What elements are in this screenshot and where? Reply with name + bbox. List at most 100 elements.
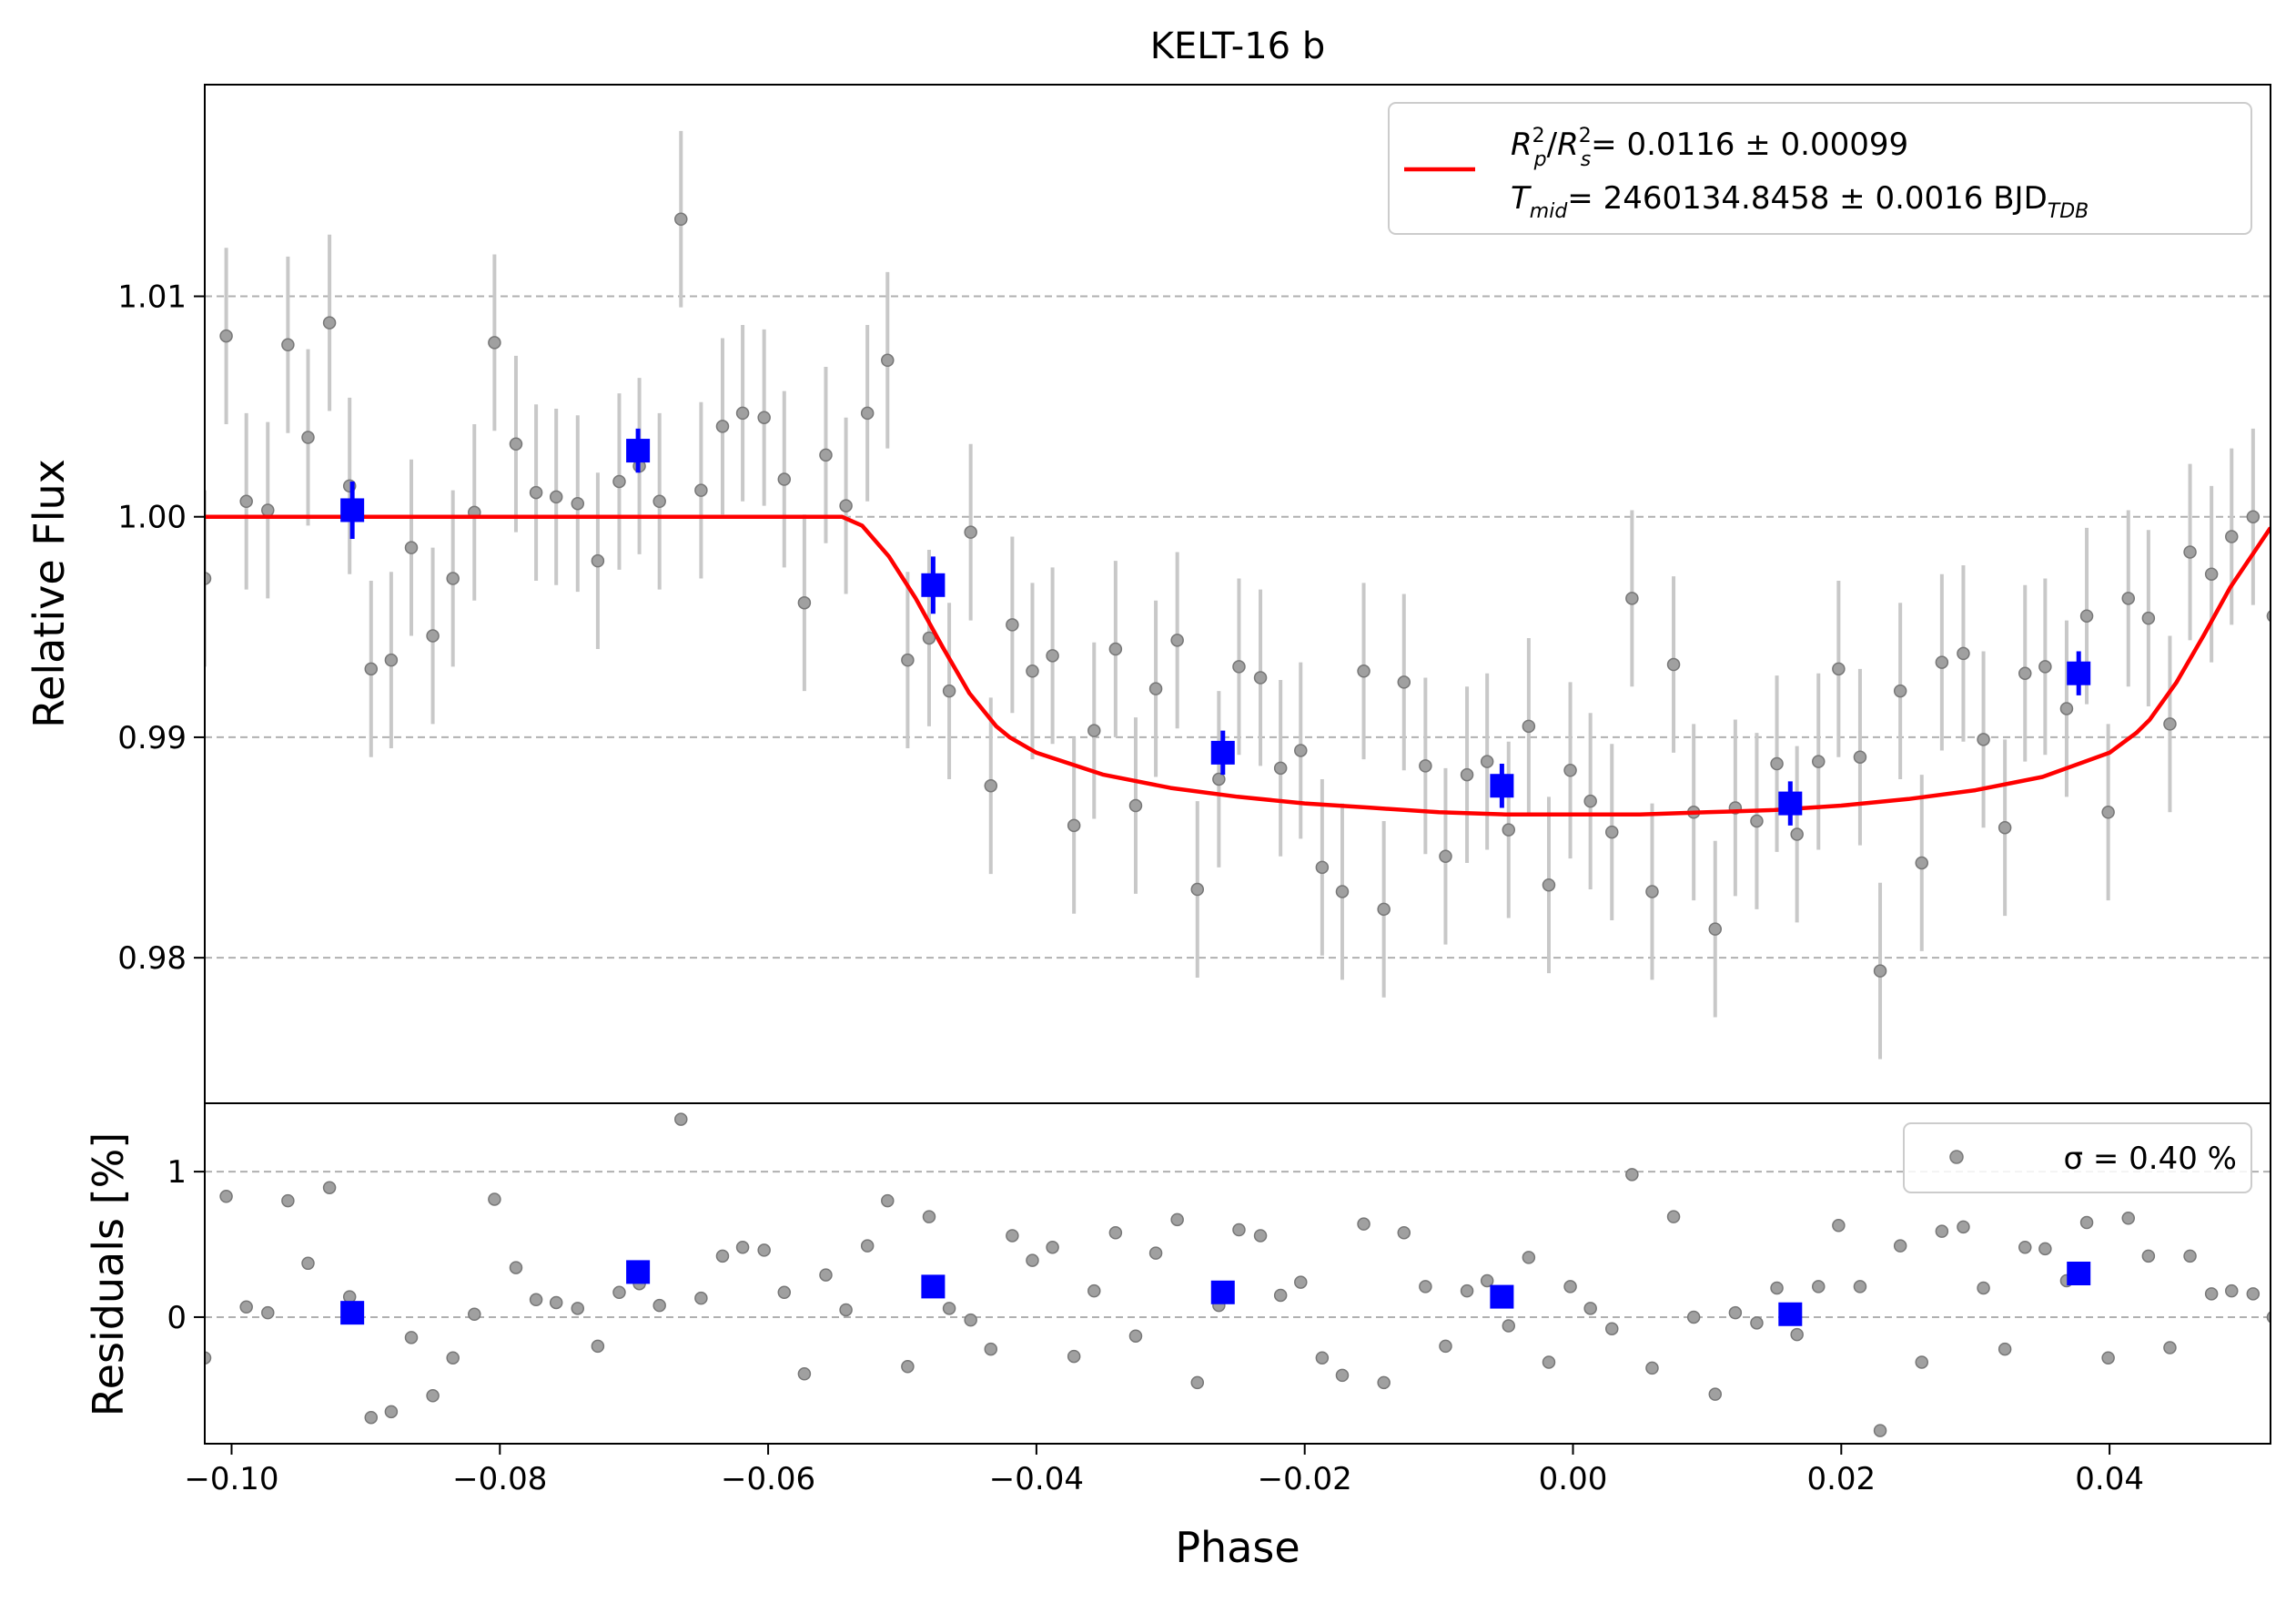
residual-point bbox=[1294, 1275, 1308, 1289]
residual-binned-points bbox=[340, 1260, 2091, 1326]
raw-point bbox=[1605, 825, 1619, 839]
raw-point bbox=[881, 353, 895, 368]
raw-point bbox=[1977, 733, 1990, 746]
residual-point bbox=[446, 1351, 460, 1365]
residual-point bbox=[2018, 1240, 2032, 1254]
residual-point bbox=[1728, 1305, 1743, 1320]
residual-point bbox=[364, 1410, 379, 1425]
x-tick-label: −0.04 bbox=[989, 1461, 1084, 1497]
raw-point bbox=[1006, 618, 1019, 632]
raw-point bbox=[239, 494, 253, 509]
raw-point bbox=[1770, 756, 1784, 771]
raw-point bbox=[694, 483, 708, 497]
model-curve bbox=[205, 514, 2271, 817]
raw-point bbox=[2141, 611, 2156, 625]
raw-point bbox=[674, 212, 688, 226]
residual-legend-label: σ = 0.40 % bbox=[2064, 1141, 2237, 1177]
raw-point bbox=[488, 336, 501, 350]
transit-model bbox=[205, 514, 2271, 817]
raw-point bbox=[1563, 764, 1577, 777]
residual-point bbox=[1460, 1283, 1474, 1298]
raw-point bbox=[1708, 922, 1723, 936]
residual-point bbox=[942, 1302, 956, 1315]
residual-point bbox=[2121, 1212, 2136, 1225]
residual-point bbox=[777, 1285, 792, 1300]
residual-point bbox=[819, 1268, 833, 1282]
residual-point bbox=[488, 1192, 501, 1206]
raw-point bbox=[1232, 660, 1246, 674]
raw-point bbox=[1935, 655, 1949, 669]
raw-point bbox=[922, 631, 936, 645]
raw-point bbox=[2121, 592, 2136, 605]
main-y-axis-label: Relative Flux bbox=[25, 459, 74, 728]
residual-point bbox=[2225, 1283, 2239, 1298]
residual-point bbox=[694, 1291, 708, 1305]
residual-point bbox=[735, 1240, 750, 1254]
residual-gridlines bbox=[205, 1171, 2271, 1318]
residual-point bbox=[468, 1307, 481, 1322]
raw-point bbox=[1315, 860, 1330, 875]
residual-point bbox=[1790, 1327, 1804, 1342]
residual-binned-point bbox=[626, 1260, 651, 1284]
residual-point bbox=[964, 1313, 977, 1327]
residual-point bbox=[342, 1290, 357, 1304]
x-ticks: −0.10 −0.08 −0.06 −0.04 −0.02 0.00 0.02 0.04 bbox=[184, 1444, 2144, 1497]
raw-point bbox=[652, 494, 666, 509]
raw-point bbox=[860, 406, 875, 421]
residual-point bbox=[2101, 1351, 2115, 1365]
residual-point bbox=[1563, 1280, 1577, 1294]
residual-point bbox=[1625, 1168, 1639, 1182]
residual-point bbox=[674, 1112, 688, 1126]
raw-point bbox=[364, 662, 379, 676]
residual-point bbox=[652, 1298, 666, 1313]
raw-point bbox=[735, 406, 750, 421]
raw-point bbox=[797, 595, 812, 610]
raw-point bbox=[261, 503, 275, 517]
residual-point bbox=[1026, 1253, 1039, 1267]
residual-point bbox=[1522, 1251, 1536, 1264]
raw-point bbox=[591, 553, 605, 568]
binned-point bbox=[921, 573, 946, 597]
residual-point bbox=[1998, 1342, 2012, 1356]
residual-point bbox=[1770, 1281, 1784, 1295]
residual-point bbox=[1067, 1349, 1081, 1364]
residual-y-axis-label: Residuals [%] bbox=[84, 1132, 133, 1416]
residual-point bbox=[1006, 1229, 1019, 1243]
raw-point bbox=[2225, 530, 2239, 543]
raw-point bbox=[2266, 610, 2271, 623]
binned-point bbox=[1778, 791, 1803, 816]
raw-point bbox=[757, 411, 771, 424]
x-tick-label: −0.10 bbox=[184, 1461, 278, 1497]
main-y-tick-label: 0.98 bbox=[117, 940, 187, 977]
raw-point bbox=[1212, 772, 1226, 786]
raw-point bbox=[1108, 642, 1123, 656]
raw-point bbox=[549, 490, 563, 504]
raw-point bbox=[1750, 814, 1764, 828]
x-tick-label: −0.08 bbox=[452, 1461, 547, 1497]
raw-point bbox=[1998, 820, 2012, 835]
main-y-ticks: 0.98 0.99 1.00 1.01 bbox=[117, 279, 205, 977]
residual-point bbox=[1957, 1220, 1970, 1234]
residual-point bbox=[881, 1193, 895, 1208]
residual-point bbox=[1232, 1223, 1246, 1237]
binned-point bbox=[1210, 740, 1235, 765]
residual-point bbox=[239, 1300, 253, 1314]
residual-point bbox=[1977, 1281, 1990, 1295]
residual-point bbox=[1750, 1316, 1764, 1330]
residual-point bbox=[1357, 1217, 1371, 1231]
raw-point bbox=[1190, 882, 1205, 897]
raw-point bbox=[1893, 684, 1907, 698]
raw-point bbox=[2246, 510, 2261, 523]
residual-point bbox=[281, 1193, 295, 1208]
residual-point bbox=[2038, 1242, 2052, 1256]
residual-point bbox=[1273, 1288, 1288, 1303]
chart-title: KELT-16 b bbox=[1150, 25, 1325, 67]
raw-point bbox=[384, 653, 399, 667]
raw-point bbox=[819, 448, 833, 462]
raw-point bbox=[1273, 761, 1288, 776]
residual-point bbox=[901, 1360, 915, 1374]
residual-point bbox=[591, 1339, 605, 1354]
raw-point bbox=[1026, 665, 1039, 678]
raw-point bbox=[1790, 827, 1804, 841]
